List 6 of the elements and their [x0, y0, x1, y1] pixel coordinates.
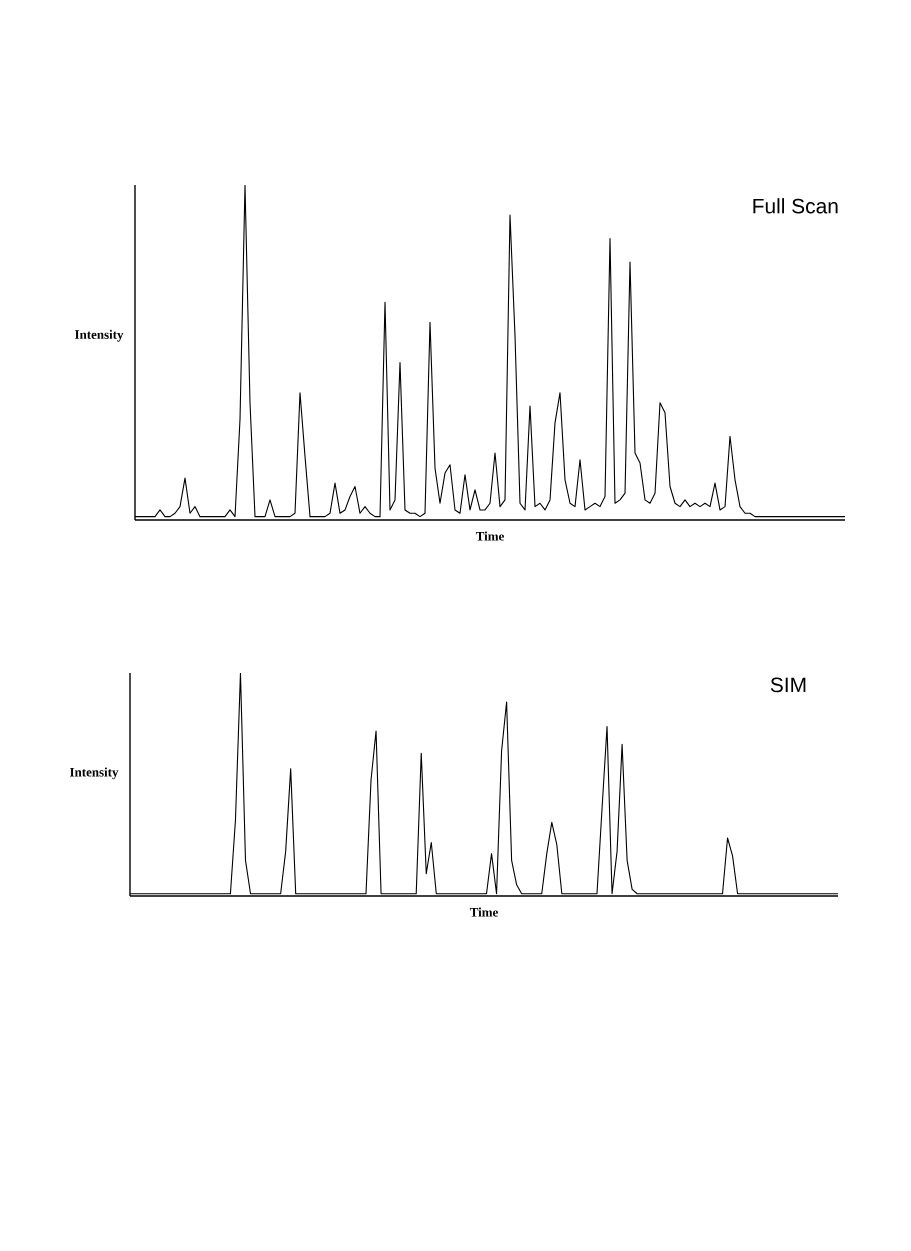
- y-axis-title: Intensity: [74, 329, 124, 342]
- x-axis-title: Time: [475, 531, 504, 541]
- chart-title: Full Scan: [753, 198, 838, 214]
- y-axis-title: Intensity: [69, 767, 119, 780]
- chart-title: SIM: [770, 677, 806, 693]
- x-axis-title: Time: [469, 907, 498, 917]
